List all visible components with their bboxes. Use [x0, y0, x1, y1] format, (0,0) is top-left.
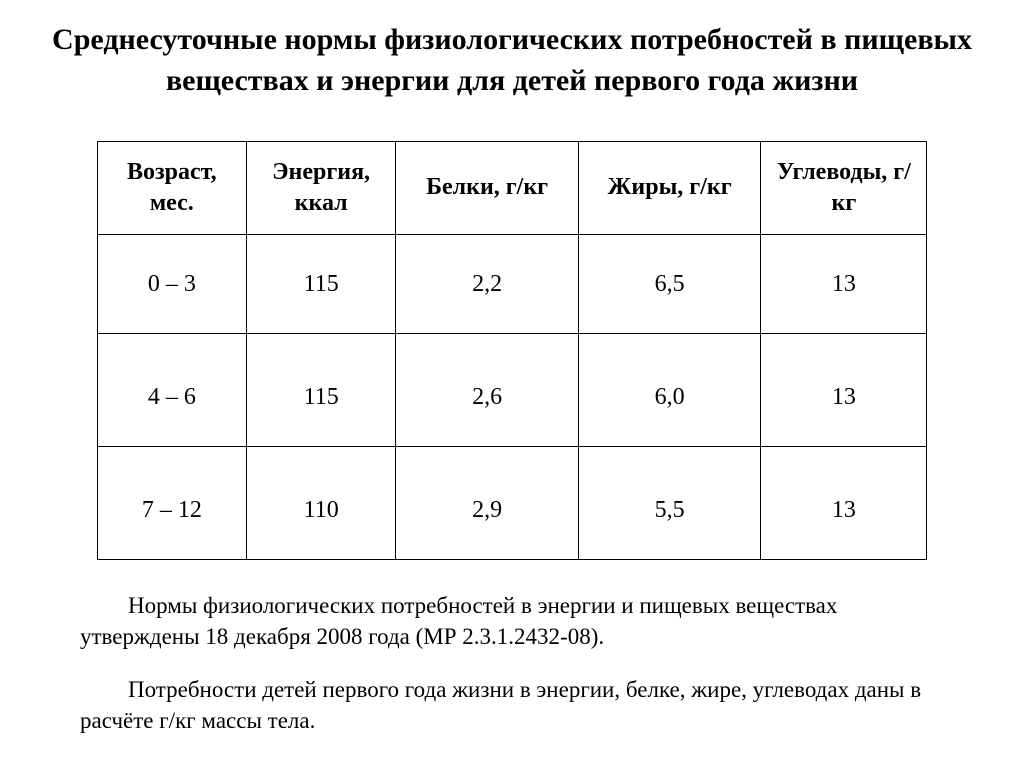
- table-header-row: Возраст, мес. Энергия, ккал Белки, г/кг …: [97, 142, 927, 235]
- cell-protein: 2,9: [396, 447, 579, 560]
- cell-fat: 5,5: [578, 447, 761, 560]
- cell-carb: 13: [761, 235, 927, 334]
- footnote-calculation: Потребности детей первого года жизни в э…: [80, 674, 944, 736]
- cell-age: 4 – 6: [97, 334, 246, 447]
- cell-carb: 13: [761, 447, 927, 560]
- nutrition-table: Возраст, мес. Энергия, ккал Белки, г/кг …: [97, 141, 928, 560]
- cell-energy: 110: [246, 447, 395, 560]
- cell-age: 0 – 3: [97, 235, 246, 334]
- cell-age: 7 – 12: [97, 447, 246, 560]
- cell-energy: 115: [246, 334, 395, 447]
- cell-fat: 6,0: [578, 334, 761, 447]
- cell-carb: 13: [761, 334, 927, 447]
- cell-protein: 2,2: [396, 235, 579, 334]
- column-header-carb: Углеводы, г/кг: [761, 142, 927, 235]
- column-header-protein: Белки, г/кг: [396, 142, 579, 235]
- footnote-regulation: Нормы физиологических потребностей в эне…: [80, 590, 944, 652]
- column-header-energy: Энергия, ккал: [246, 142, 395, 235]
- table-row: 7 – 12 110 2,9 5,5 13: [97, 447, 927, 560]
- cell-energy: 115: [246, 235, 395, 334]
- column-header-fat: Жиры, г/кг: [578, 142, 761, 235]
- cell-protein: 2,6: [396, 334, 579, 447]
- table-row: 0 – 3 115 2,2 6,5 13: [97, 235, 927, 334]
- page-title: Среднесуточные нормы физиологических пот…: [40, 20, 984, 101]
- column-header-age: Возраст, мес.: [97, 142, 246, 235]
- cell-fat: 6,5: [578, 235, 761, 334]
- table-row: 4 – 6 115 2,6 6,0 13: [97, 334, 927, 447]
